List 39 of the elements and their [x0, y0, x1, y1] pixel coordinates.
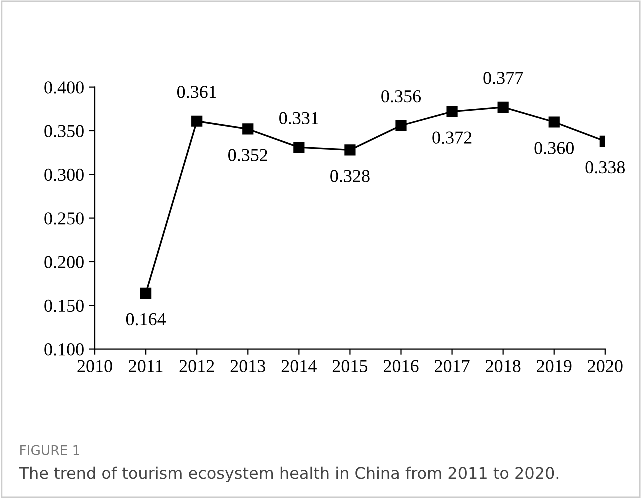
data-label: 0.328	[330, 170, 370, 182]
x-tick-label: 2013	[230, 360, 266, 372]
point	[242, 124, 254, 135]
data-label: 0.377	[484, 72, 524, 84]
x-tick-label: 2019	[537, 360, 572, 372]
point	[498, 102, 509, 113]
data-label: 0.372	[432, 132, 472, 144]
y-tick-label: 0.100	[44, 344, 84, 356]
data-label: 0.360	[534, 142, 574, 154]
x-tick-label: 2017	[435, 360, 470, 372]
x-tick-label: 2012	[180, 360, 214, 372]
point	[446, 106, 458, 118]
data-label: 0.338	[586, 161, 626, 174]
point	[140, 288, 152, 299]
data-label: 0.164	[126, 313, 166, 326]
point	[344, 144, 356, 156]
data-label: 0.331	[280, 112, 318, 125]
text: The trend of tourism ecosystem health in China from 2011 to 2020.	[19, 466, 559, 482]
y-tick-label: 0.150	[44, 300, 84, 312]
y-tick-label: 0.250	[44, 212, 84, 225]
y-tick-label: 0.350	[44, 125, 84, 138]
x-tick-label: 2018	[486, 360, 521, 372]
point	[396, 120, 407, 132]
x-tick-label: 2015	[332, 360, 368, 372]
point	[294, 142, 305, 154]
x-tick-label: 2014	[282, 360, 317, 372]
point	[548, 116, 560, 128]
y-tick-label: 0.200	[44, 256, 84, 268]
x-tick-label: 2011	[129, 360, 163, 372]
x-tick-label: 2020	[588, 360, 623, 372]
y-tick-label: 0.400	[44, 82, 84, 94]
y-tick-label: 0.300	[44, 168, 84, 182]
data-label: 0.356	[382, 90, 422, 103]
point	[192, 116, 203, 127]
caption: FIGURE 1	[20, 445, 80, 456]
x-tick-label: 2010	[78, 360, 112, 372]
data-label: 0.352	[228, 149, 268, 162]
x-tick-label: 2016	[384, 360, 419, 372]
data-label: 0.361	[177, 86, 216, 98]
